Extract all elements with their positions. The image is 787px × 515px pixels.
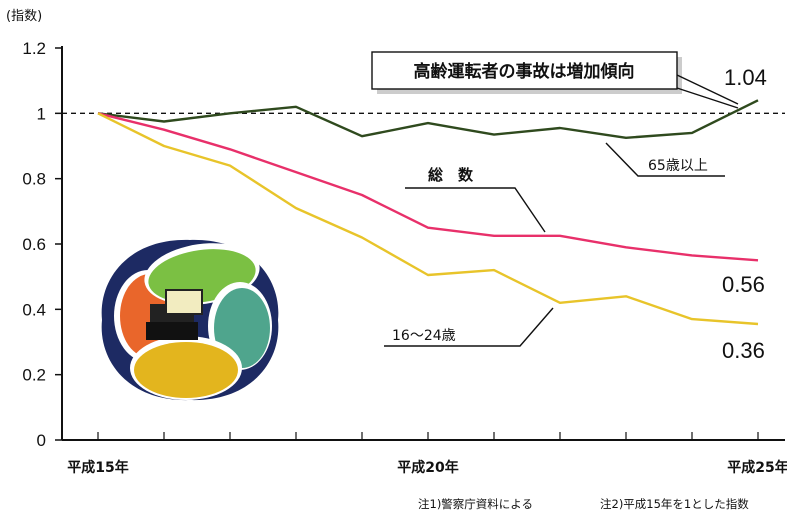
x-tick-label: 平成25年 — [727, 459, 787, 476]
y-unit-label: (指数) — [6, 9, 42, 24]
x-tick-label: 平成15年 — [67, 459, 128, 476]
series-line-0 — [97, 99, 759, 140]
y-tick-label: 0.6 — [22, 235, 46, 254]
series-label-16-24: 16〜24歳 — [384, 307, 554, 347]
y-tick-label: 1 — [37, 104, 46, 123]
series-label-total: 総 数 — [405, 166, 546, 233]
y-tick-label: 0.2 — [22, 366, 46, 385]
end-label-65: 1.04 — [724, 65, 767, 90]
y-tick-label: 1.2 — [22, 39, 46, 58]
x-tick-label: 平成20年 — [397, 459, 458, 476]
series-label-65: 65歳以上 — [605, 142, 725, 177]
y-tick-label: 0.8 — [22, 170, 46, 189]
y-tick-label: 0 — [37, 431, 46, 450]
label-65-over: 65歳以上 — [648, 158, 708, 174]
callout-box: 高齢運転者の事故は増加傾向 — [371, 51, 739, 109]
car-icon — [146, 289, 203, 340]
label-total: 総 数 — [428, 166, 474, 184]
end-label-16-24: 0.36 — [722, 338, 765, 363]
note-1: 注1)警察庁資料による — [418, 497, 533, 511]
logo-graphic — [101, 239, 279, 401]
note-2: 注2)平成15年を1とした指数 — [600, 497, 749, 511]
callout-text: 高齢運転者の事故は増加傾向 — [414, 61, 635, 82]
end-label-total: 0.56 — [722, 272, 765, 297]
label-16-24: 16〜24歳 — [392, 328, 456, 344]
y-tick-label: 0.4 — [22, 300, 46, 319]
